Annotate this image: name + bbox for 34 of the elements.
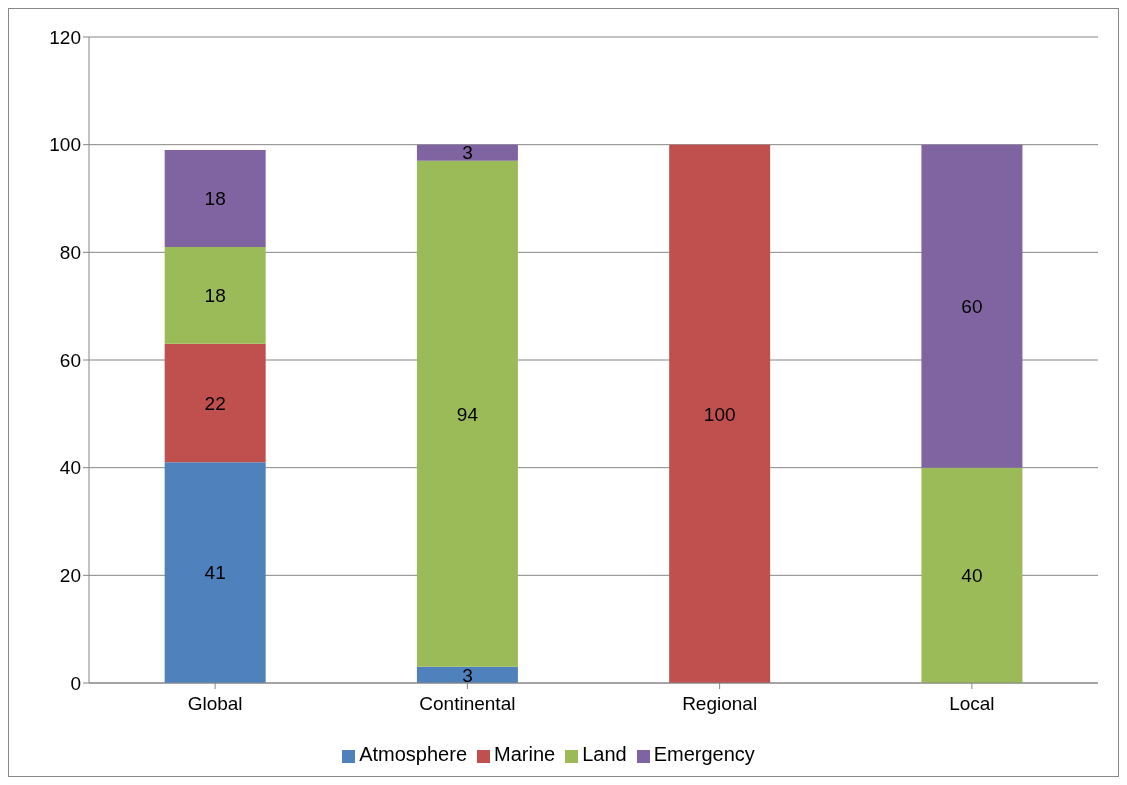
data-label: 40 (961, 565, 983, 587)
y-tick-label: 20 (59, 565, 81, 587)
y-tick-label: 120 (49, 26, 81, 48)
data-label: 60 (961, 295, 983, 317)
data-label: 22 (204, 392, 226, 414)
data-label: 94 (456, 403, 479, 425)
x-tick-label: Regional (682, 693, 758, 715)
y-tick-label: 0 (70, 672, 81, 694)
bar (164, 343, 266, 463)
x-tick-label: Continental (419, 693, 516, 715)
y-tick-label: 60 (59, 349, 81, 371)
bar (669, 144, 771, 683)
x-tick-label: Global (187, 693, 243, 715)
y-tick-label: 40 (59, 457, 81, 479)
x-tick-label: Local (949, 693, 995, 715)
bar (164, 246, 266, 344)
legend-label: Land (582, 743, 627, 765)
data-label: 18 (204, 188, 226, 210)
bar (164, 462, 266, 683)
y-tick-label: 100 (49, 134, 81, 156)
legend-label: Atmosphere (359, 743, 468, 765)
bar (164, 150, 266, 247)
bar (921, 144, 1023, 468)
bar (416, 160, 518, 667)
legend-label: Emergency (653, 743, 755, 765)
legend-label: Marine (494, 743, 556, 765)
data-label: 3 (462, 142, 473, 164)
data-label: 3 (462, 664, 473, 686)
data-label: 41 (204, 562, 226, 584)
bar (416, 144, 518, 161)
data-label: 100 (703, 403, 736, 425)
y-tick-label: 80 (59, 242, 81, 264)
bar (921, 467, 1023, 683)
data-label: 18 (204, 285, 226, 307)
